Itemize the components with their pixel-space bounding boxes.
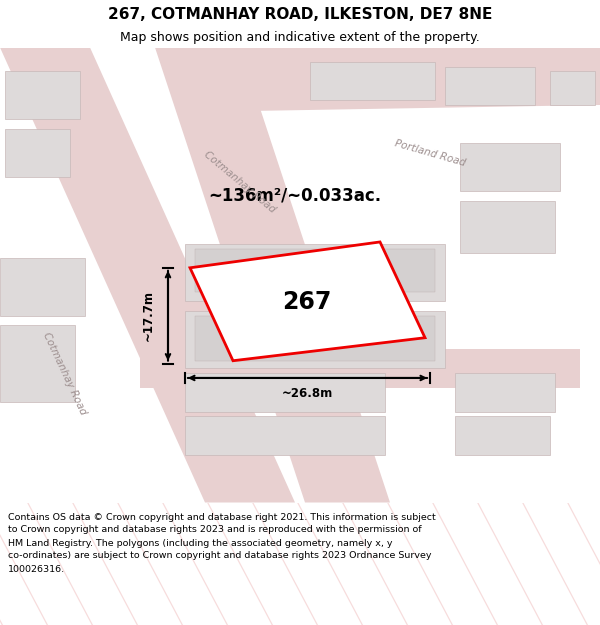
Text: Portland Road: Portland Road xyxy=(394,138,467,168)
Text: Cotmanhay Road: Cotmanhay Road xyxy=(202,149,278,214)
Polygon shape xyxy=(185,416,385,454)
Polygon shape xyxy=(310,62,435,100)
Polygon shape xyxy=(5,71,80,119)
Polygon shape xyxy=(190,242,425,361)
Text: co-ordinates) are subject to Crown copyright and database rights 2023 Ordnance S: co-ordinates) are subject to Crown copyr… xyxy=(8,551,431,561)
Polygon shape xyxy=(155,48,390,503)
Polygon shape xyxy=(0,48,295,503)
Polygon shape xyxy=(0,325,75,402)
Text: 100026316.: 100026316. xyxy=(8,564,65,574)
Polygon shape xyxy=(455,416,550,454)
Text: 267, COTMANHAY ROAD, ILKESTON, DE7 8NE: 267, COTMANHAY ROAD, ILKESTON, DE7 8NE xyxy=(108,7,492,22)
Polygon shape xyxy=(5,129,70,177)
Polygon shape xyxy=(460,143,560,191)
Text: HM Land Registry. The polygons (including the associated geometry, namely x, y: HM Land Registry. The polygons (includin… xyxy=(8,539,392,548)
Text: ~26.8m: ~26.8m xyxy=(282,387,333,400)
Polygon shape xyxy=(210,48,600,112)
Polygon shape xyxy=(185,244,445,301)
Polygon shape xyxy=(140,349,580,388)
Polygon shape xyxy=(0,258,85,316)
Text: to Crown copyright and database rights 2023 and is reproduced with the permissio: to Crown copyright and database rights 2… xyxy=(8,526,422,534)
Polygon shape xyxy=(445,67,535,105)
Polygon shape xyxy=(460,201,555,254)
Polygon shape xyxy=(550,71,595,105)
Polygon shape xyxy=(185,311,445,368)
Text: Map shows position and indicative extent of the property.: Map shows position and indicative extent… xyxy=(120,31,480,44)
Text: ~136m²/~0.033ac.: ~136m²/~0.033ac. xyxy=(208,187,382,205)
Text: Cotmanhay Road: Cotmanhay Road xyxy=(41,331,89,416)
Polygon shape xyxy=(195,249,435,292)
Text: Contains OS data © Crown copyright and database right 2021. This information is : Contains OS data © Crown copyright and d… xyxy=(8,512,436,521)
Polygon shape xyxy=(455,373,555,411)
Polygon shape xyxy=(185,373,385,411)
Text: ~17.7m: ~17.7m xyxy=(142,290,155,341)
Polygon shape xyxy=(195,316,435,361)
Text: 267: 267 xyxy=(283,290,332,314)
